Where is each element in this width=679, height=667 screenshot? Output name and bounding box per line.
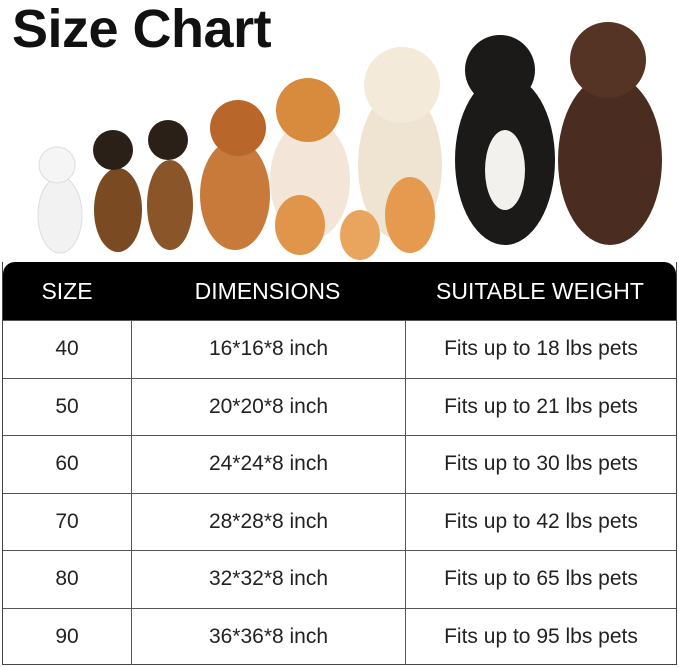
dimensions-cell: 20*20*8 inch [131,378,405,435]
weight-cell: Fits up to 30 lbs pets [405,436,676,493]
header-dimensions: DIMENSIONS [194,277,341,304]
weight-cell: Fits up to 21 lbs pets [405,378,676,435]
size-cell: 90 [55,624,79,648]
table-row: 90 36*36*8 inch Fits up to 95 lbs pets [3,607,676,665]
dimensions-cell: 28*28*8 inch [131,493,405,550]
size-cell: 40 [55,337,79,361]
shepherd-puppy-2 [147,120,193,250]
table-row: 80 32*32*8 inch Fits up to 65 lbs pets [3,550,676,608]
table-row: 70 28*28*8 inch Fits up to 42 lbs pets [3,492,676,550]
table-row: 60 24*24*8 inch Fits up to 30 lbs pets [3,435,676,493]
shepherd-puppy-1 [93,130,142,252]
white-puppy [37,146,83,254]
size-cell: 60 [55,452,79,476]
dimensions-cell: 24*24*8 inch [131,436,405,493]
size-cell: 50 [55,394,79,418]
weight-cell: Fits up to 42 lbs pets [405,493,676,550]
weight-cell: Fits up to 18 lbs pets [405,321,676,378]
size-cell: 80 [55,567,79,591]
pets-photo [37,22,662,260]
table-row: 50 20*20*8 inch Fits up to 21 lbs pets [3,377,676,435]
dimensions-cell: 32*32*8 inch [131,551,405,608]
size-cell: 70 [55,509,79,533]
header-weight: SUITABLE WEIGHT [436,277,644,304]
table-row: 40 16*16*8 inch Fits up to 18 lbs pets [3,320,676,378]
bernese-dog [455,35,555,245]
table-header: SIZE DIMENSIONS SUITABLE WEIGHT [3,262,676,320]
spaniel [200,100,270,250]
weight-cell: Fits up to 95 lbs pets [405,608,676,665]
dimensions-cell: 16*16*8 inch [131,321,405,378]
dimensions-cell: 36*36*8 inch [131,608,405,665]
page-title: Size Chart [12,0,272,59]
size-table: SIZE DIMENSIONS SUITABLE WEIGHT 40 16*16*… [2,262,677,665]
kittens [275,177,435,260]
weight-cell: Fits up to 65 lbs pets [405,551,676,608]
header-size: SIZE [41,277,93,304]
chocolate-labrador [558,22,662,245]
